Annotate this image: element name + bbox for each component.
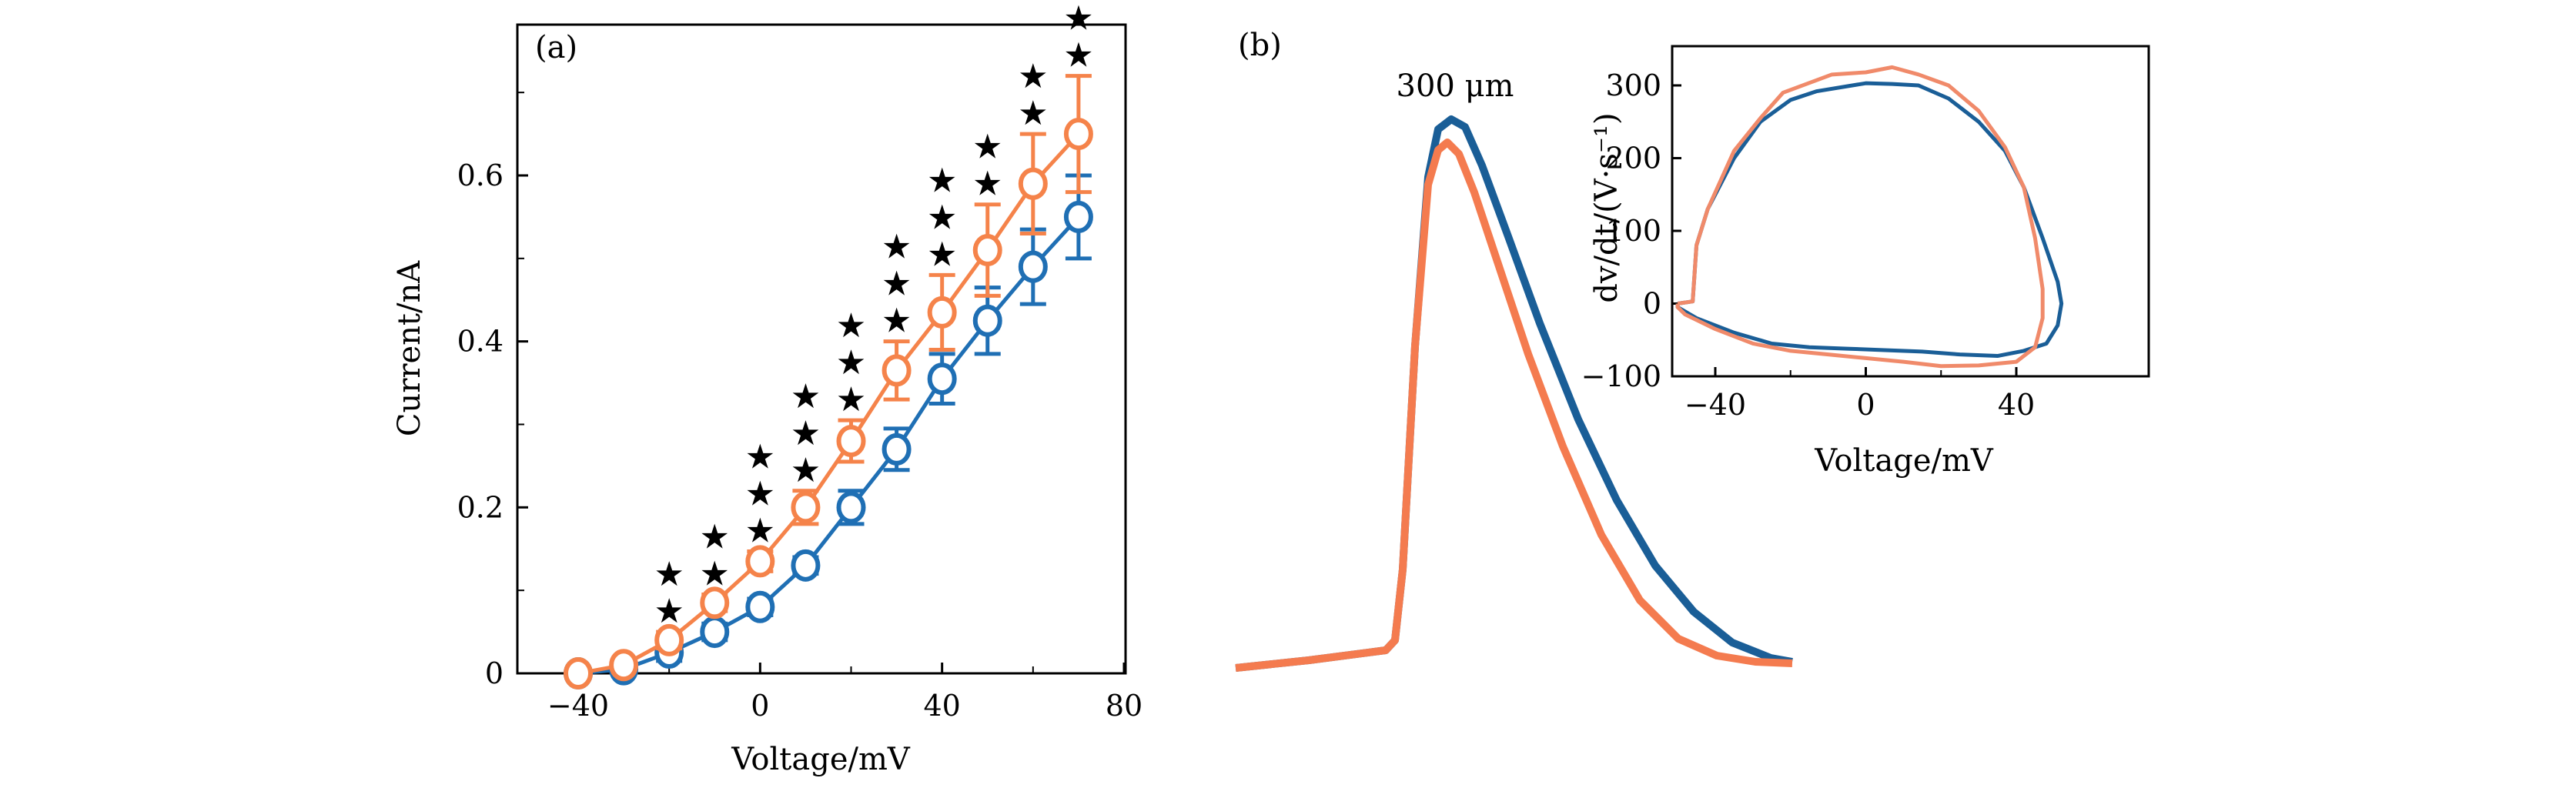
panel-a-y-ticks: 0 0.2 0.4 0.6 (457, 92, 528, 690)
significance-star: ★ (972, 128, 1002, 167)
data-point (882, 354, 912, 387)
x-tick-label: −40 (547, 689, 609, 723)
inset-x-ticks: −40 0 40 (1684, 367, 2035, 422)
significance-star: ★ (791, 414, 821, 453)
panel-b-inset-chart: −40 0 40 300 200 100 0 −100 Voltage/mV dv/dt/(… (1581, 45, 2150, 479)
data-point (1063, 200, 1093, 233)
data-point (700, 586, 730, 619)
data-point (836, 491, 866, 524)
significance-star: ★ (1018, 57, 1048, 96)
significance-star: ★ (1063, 36, 1093, 75)
significance-star: ★ (882, 228, 912, 267)
x-tick-label: 0 (751, 689, 769, 723)
significance-star: ★ (654, 592, 684, 631)
data-point (700, 616, 730, 649)
significance-star: ★ (700, 518, 730, 557)
significance-star: ★ (1018, 94, 1048, 133)
significance-star: ★ (791, 377, 821, 416)
data-point (972, 304, 1002, 337)
inset-x-tick-label: −40 (1684, 388, 1746, 422)
inset-x-tick-label: 0 (1856, 388, 1875, 422)
y-tick-label: 0.4 (457, 325, 503, 359)
data-point (882, 432, 912, 466)
significance-star: ★ (745, 511, 775, 550)
data-point (972, 234, 1002, 267)
data-point (791, 491, 821, 524)
panel-a-x-axis-label: Voltage/mV (731, 742, 911, 777)
significance-star: ★ (745, 474, 775, 513)
panel-a-chart: (a) −40 0 40 80 0 0.2 0.4 0.6 Voltage/mV Curre… (392, 0, 1142, 777)
inset-y-tick-label: 100 (1605, 214, 1661, 248)
significance-star: ★ (927, 235, 957, 274)
data-point (1063, 118, 1093, 151)
data-point (1018, 167, 1048, 200)
x-tick-label: 40 (923, 689, 960, 723)
inset-y-axis-label: dv/dt/(V·s⁻¹) (1589, 112, 1624, 302)
panel-a-x-ticks: −40 0 40 80 (547, 663, 1142, 723)
data-point (927, 296, 957, 329)
inset-plot-frame (1671, 45, 2150, 378)
data-point (609, 649, 639, 682)
significance-star: ★ (700, 555, 730, 594)
inset-x-axis-label: Voltage/mV (1814, 443, 1994, 479)
panel-a-y-axis-label: Current/nA (392, 260, 427, 436)
inset-series (1675, 65, 2064, 369)
panel-a-series (564, 74, 1093, 690)
significance-star: ★ (927, 198, 957, 237)
y-tick-label: 0.2 (457, 490, 503, 524)
significance-star: ★ (791, 451, 821, 490)
data-point (745, 590, 775, 623)
significance-star: ★ (972, 165, 1002, 204)
series-blue (564, 173, 1093, 690)
data-point (745, 545, 775, 578)
significance-star: ★ (745, 437, 775, 476)
data-point (791, 549, 821, 582)
panel-b-label: (b) (1238, 28, 1282, 63)
inset-y-ticks: 300 200 100 0 −100 (1581, 68, 1681, 393)
significance-star: ★ (927, 161, 957, 200)
inset-y-tick-label: −100 (1581, 359, 1661, 393)
inset-y-tick-label: 0 (1643, 287, 1661, 321)
inset-loop-blue (1675, 81, 2064, 359)
data-point (1018, 250, 1048, 283)
series-orange (564, 74, 1093, 690)
y-tick-label: 0.6 (457, 159, 503, 192)
y-tick-label: 0 (485, 656, 503, 690)
significance-star: ★ (654, 555, 684, 594)
inset-x-tick-label: 40 (1998, 388, 2035, 422)
inset-y-tick-label: 300 (1605, 68, 1661, 102)
significance-star: ★ (882, 302, 912, 341)
data-point (564, 657, 593, 690)
significance-star: ★ (836, 343, 866, 382)
data-point (654, 623, 684, 656)
data-point (927, 362, 957, 396)
significance-star: ★ (1063, 0, 1093, 38)
panel-a-label: (a) (535, 30, 577, 65)
panel-a-significance-stars: ★★ ★★ ★★★ ★★★ ★★★ ★★★ ★★★ ★★★★★★ (654, 0, 1093, 631)
inset-y-tick-label: 200 (1605, 142, 1661, 175)
significance-star: ★ (836, 380, 866, 419)
x-tick-label: 80 (1106, 689, 1142, 723)
panel-a-plot-frame (516, 23, 1127, 675)
panel-b-annotation: 300 μm (1397, 68, 1514, 104)
significance-star: ★ (836, 306, 866, 346)
inset-loop-orange (1675, 65, 2045, 369)
significance-star: ★ (882, 265, 912, 304)
panel-b-trace-orange (1235, 139, 1793, 672)
panel-b-chart: (b) 300 μm (1235, 28, 1793, 672)
data-point (836, 425, 866, 458)
